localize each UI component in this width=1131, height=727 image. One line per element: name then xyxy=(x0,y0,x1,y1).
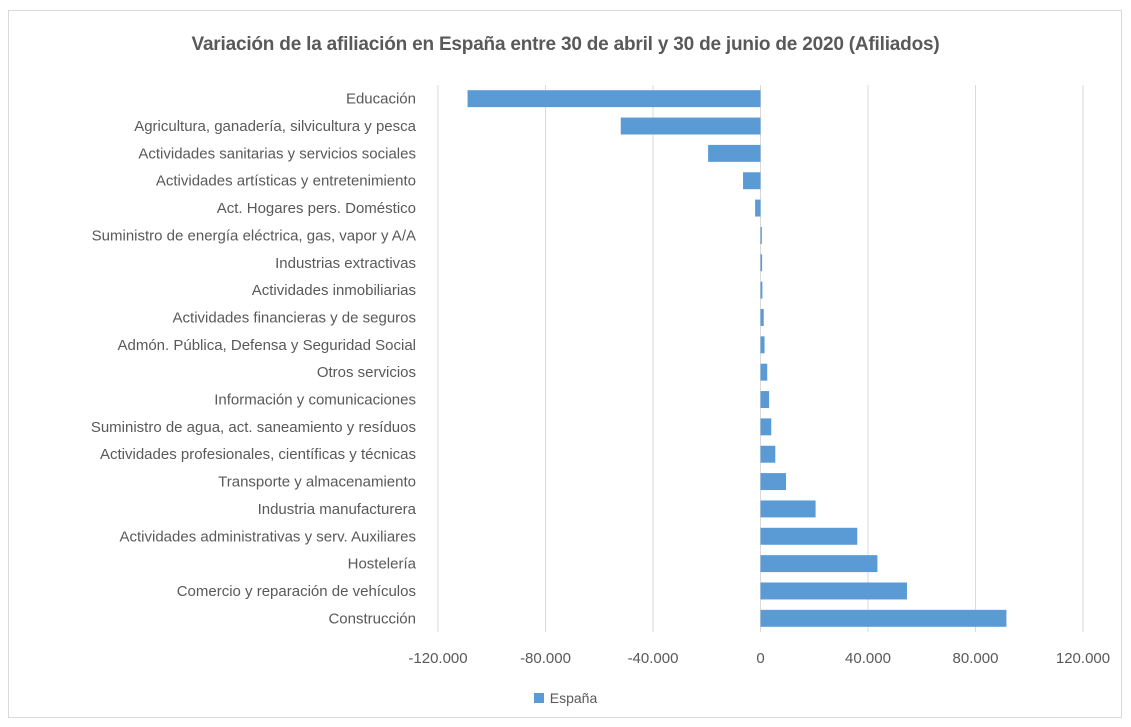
bar xyxy=(760,418,772,436)
category-label: Construcción xyxy=(328,610,416,627)
category-label: Comercio y reparación de vehículos xyxy=(177,583,416,600)
x-tick-label: -80.000 xyxy=(520,650,571,667)
category-label: Actividades administrativas y serv. Auxi… xyxy=(120,528,417,545)
category-label: Industria manufacturera xyxy=(258,501,417,518)
bar xyxy=(620,117,761,135)
bar xyxy=(760,555,878,573)
bar xyxy=(755,199,761,217)
x-tick-label: 0 xyxy=(756,650,764,667)
x-tick-label: -40.000 xyxy=(628,650,679,667)
category-label: Transporte y almacenamiento xyxy=(218,474,416,491)
category-label: Industrias extractivas xyxy=(275,255,416,272)
bar xyxy=(760,527,858,545)
category-label: Actividades sanitarias y servicios socia… xyxy=(138,145,416,162)
bar xyxy=(467,90,761,108)
bar xyxy=(760,445,776,463)
bar xyxy=(760,336,765,354)
category-label: Hostelería xyxy=(348,556,417,573)
bar xyxy=(760,582,907,600)
category-label: Actividades financieras y de seguros xyxy=(173,309,416,326)
bar xyxy=(743,172,761,190)
category-label: Otros servicios xyxy=(317,364,416,381)
category-label: Actividades artísticas y entretenimiento xyxy=(156,173,416,190)
bar xyxy=(760,226,762,244)
x-tick-label: 40.000 xyxy=(845,650,891,667)
category-label: Suministro de energía eléctrica, gas, va… xyxy=(92,227,416,244)
category-label: Educación xyxy=(346,91,416,108)
category-label: Act. Hogares pers. Doméstico xyxy=(217,200,416,217)
category-label: Información y comunicaciones xyxy=(214,392,416,409)
bar xyxy=(760,254,763,272)
legend-swatch xyxy=(533,693,544,703)
x-tick-label: 80.000 xyxy=(953,650,999,667)
chart-legend: España xyxy=(0,690,1131,706)
bar xyxy=(760,391,770,409)
x-tick-label: 120.000 xyxy=(1056,650,1110,667)
bar xyxy=(760,308,764,326)
category-label: Actividades inmobiliarias xyxy=(252,282,416,299)
bar xyxy=(760,281,763,299)
category-label: Suministro de agua, act. saneamiento y r… xyxy=(91,419,416,436)
legend-label: España xyxy=(549,690,598,706)
bar xyxy=(760,473,787,491)
bar xyxy=(760,609,1007,627)
bar xyxy=(708,144,761,162)
bar xyxy=(760,500,816,518)
chart-title: Variación de la afiliación en España ent… xyxy=(191,34,940,55)
category-label: Agricultura, ganadería, silvicultura y p… xyxy=(134,118,416,135)
category-label: Actividades profesionales, científicas y… xyxy=(100,446,416,463)
chart-frame xyxy=(8,10,1122,718)
category-label: Admón. Pública, Defensa y Seguridad Soci… xyxy=(117,337,416,354)
x-tick-label: -120.000 xyxy=(408,650,467,667)
bar xyxy=(760,363,768,381)
